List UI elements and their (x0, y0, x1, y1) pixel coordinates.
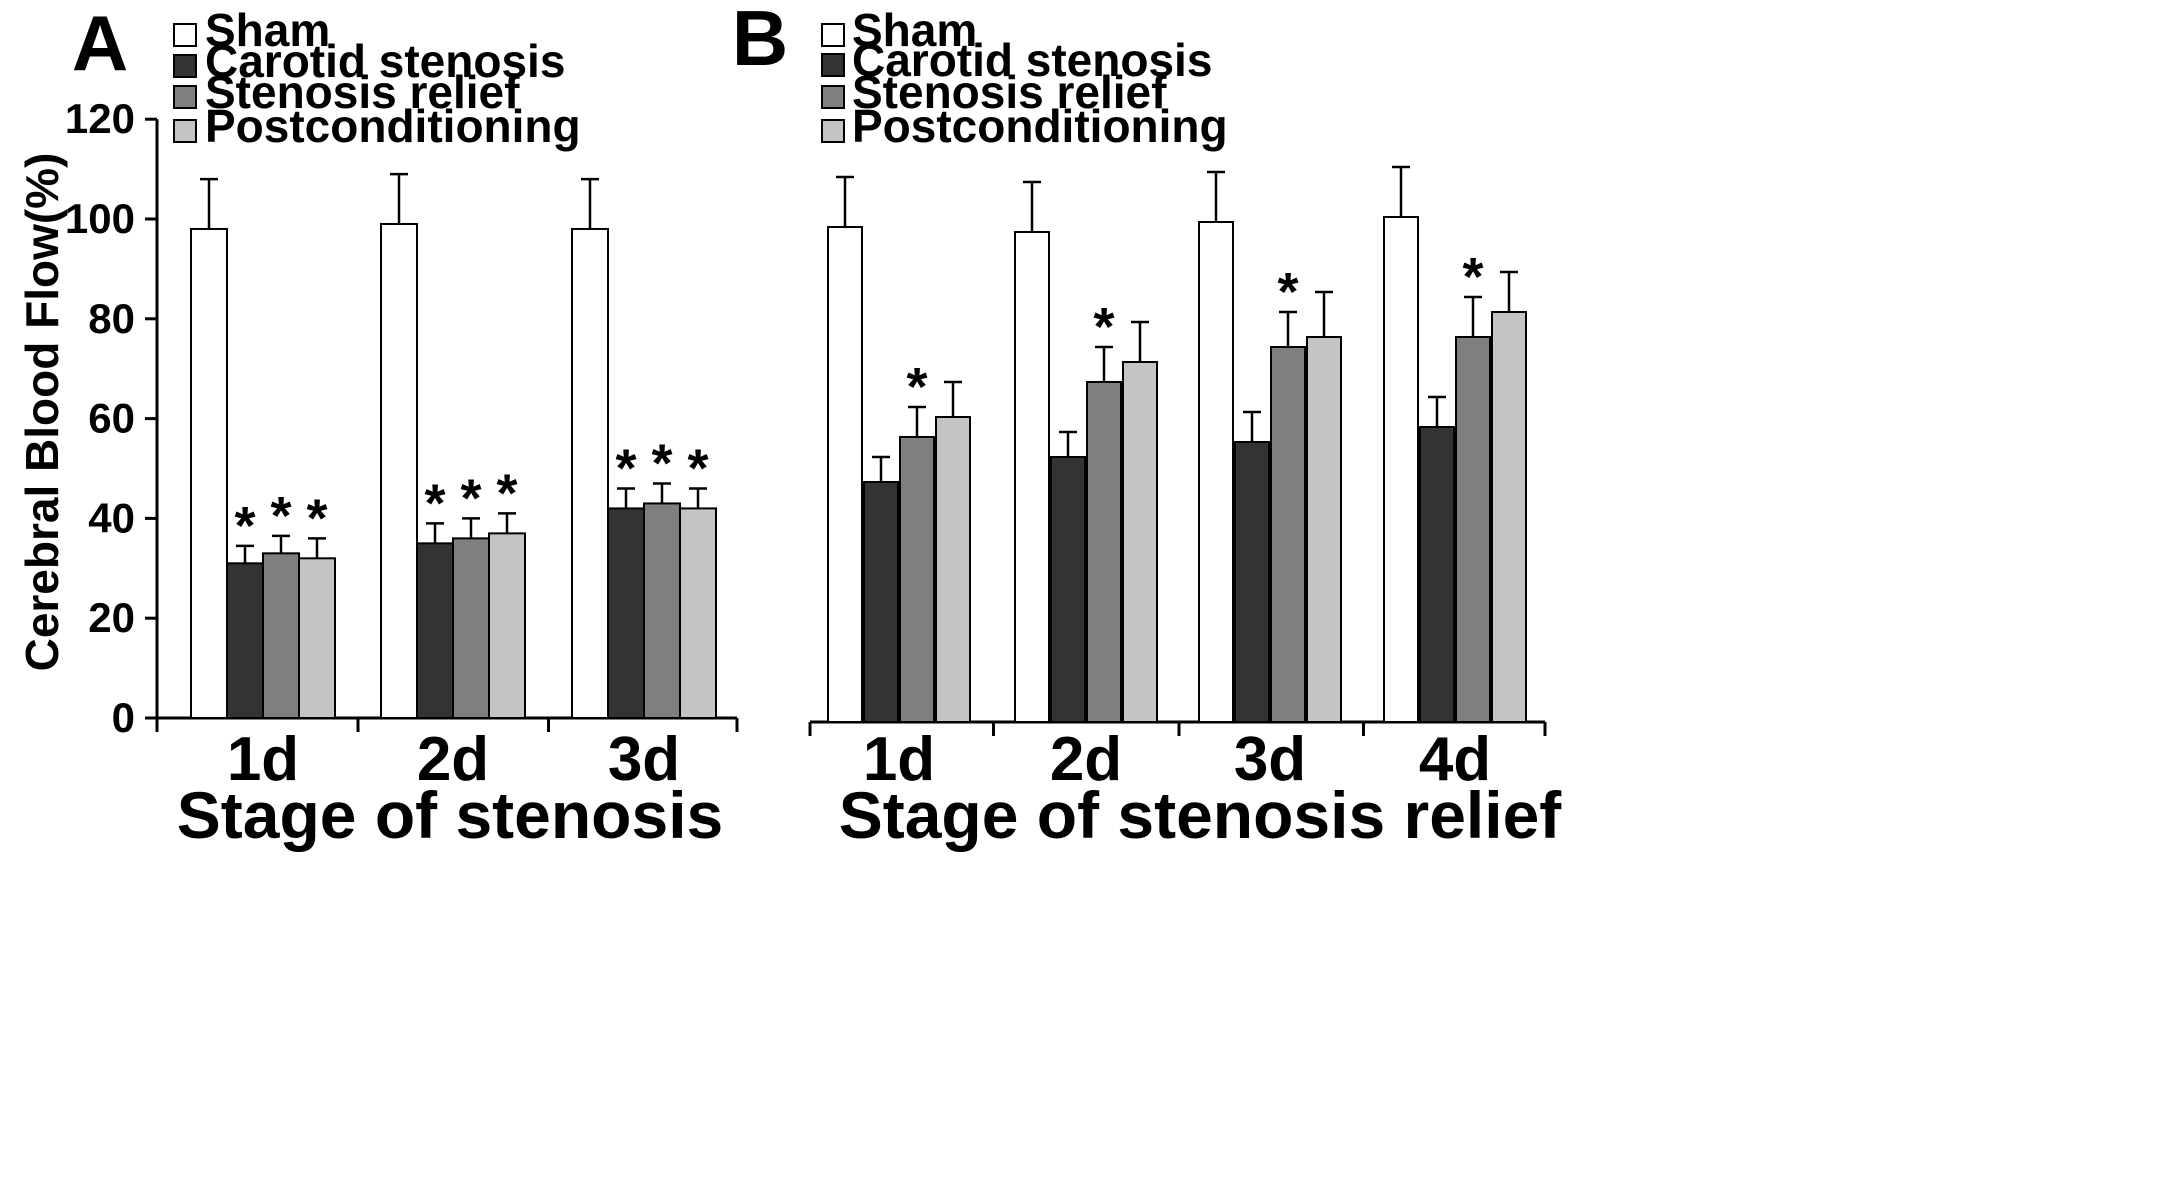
bar (416, 542, 454, 719)
bar (607, 507, 645, 720)
significance-star: * (1462, 247, 1483, 307)
bar (863, 481, 899, 723)
y-tick-label: 0 (112, 694, 135, 741)
bar (827, 226, 863, 723)
legend-swatch (821, 53, 845, 77)
bar (1234, 441, 1270, 723)
x-tick-label: 3d (1234, 725, 1306, 794)
bar (1491, 311, 1527, 723)
bar (1198, 221, 1234, 723)
x-tick-label: 1d (227, 725, 299, 794)
significance-star: * (615, 438, 636, 498)
significance-star: * (687, 438, 708, 498)
bar (1419, 426, 1455, 723)
x-tick-label: 1d (863, 725, 935, 794)
legend-label: Carotid stenosis (205, 35, 565, 87)
bar (452, 537, 490, 719)
legend-label: Sham (852, 4, 977, 56)
bar (643, 502, 681, 719)
legend-swatch (173, 119, 197, 143)
y-tick-label: 80 (88, 295, 135, 342)
bar (1014, 231, 1050, 723)
panel-letter: B (732, 0, 788, 82)
y-tick-label: 40 (88, 494, 135, 541)
bar (1050, 456, 1086, 723)
bar (935, 416, 971, 723)
legend-label: Postconditioning (852, 100, 1228, 152)
y-tick-label: 100 (65, 195, 135, 242)
legend-label: Stenosis relief (205, 66, 520, 118)
bar (679, 507, 717, 720)
bar (1383, 216, 1419, 723)
legend-label: Carotid stenosis (852, 34, 1212, 86)
legend-label: Stenosis relief (852, 66, 1167, 118)
significance-star: * (496, 463, 517, 523)
bar (262, 552, 300, 720)
significance-star: * (906, 357, 927, 417)
legend-swatch (821, 85, 845, 109)
bar (1122, 361, 1158, 723)
y-tick-label: 20 (88, 594, 135, 641)
bar (226, 562, 264, 719)
y-axis-label: Cerebral Blood Flow(%) (16, 153, 68, 672)
x-tick-label: 3d (608, 725, 680, 794)
bar (1455, 336, 1491, 723)
significance-star: * (460, 468, 481, 528)
significance-star: * (234, 496, 255, 556)
legend-label: Sham (205, 4, 330, 56)
significance-star: * (1093, 297, 1114, 357)
legend-swatch (173, 85, 197, 109)
x-tick-label: 4d (1419, 725, 1491, 794)
significance-star: * (651, 433, 672, 493)
bar (899, 436, 935, 723)
significance-star: * (270, 486, 291, 546)
x-tick-label: 2d (417, 725, 489, 794)
significance-star: * (1277, 262, 1298, 322)
x-tick-label: 2d (1050, 725, 1122, 794)
legend-swatch (173, 23, 197, 47)
bar (1306, 336, 1342, 723)
y-tick-label: 120 (65, 95, 135, 142)
bar (1270, 346, 1306, 723)
x-axis-label: Stage of stenosis relief (839, 778, 1563, 852)
panel-letter: A (72, 0, 128, 87)
bar (1086, 381, 1122, 723)
legend-swatch (821, 23, 845, 47)
legend-swatch (821, 119, 845, 143)
legend-label: Postconditioning (205, 100, 581, 152)
legend-swatch (173, 54, 197, 78)
significance-star: * (306, 488, 327, 548)
bar (298, 557, 336, 719)
x-axis-label: Stage of stenosis (177, 778, 723, 852)
bar (380, 222, 418, 720)
significance-star: * (424, 473, 445, 533)
y-tick-label: 60 (88, 395, 135, 442)
bar (488, 532, 526, 719)
bar (190, 227, 228, 719)
bar (571, 227, 609, 719)
